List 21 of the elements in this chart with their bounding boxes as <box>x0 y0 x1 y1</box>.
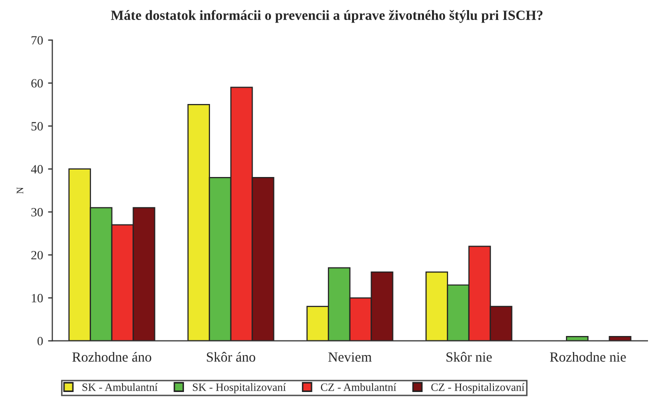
legend-label: SK - Hospitalizovaní <box>192 383 286 394</box>
y-tick-label: 20 <box>31 250 43 260</box>
y-axis-title: N <box>16 187 24 194</box>
y-tick-label: 10 <box>32 294 43 302</box>
x-tick-label: Rozhodne nie <box>550 352 626 362</box>
bar <box>608 336 632 341</box>
y-tick-label: 40 <box>31 165 43 174</box>
y-tick-label: 0 <box>38 336 43 346</box>
y-tick-label: 50 <box>32 122 43 130</box>
chart-title: Máte dostatok informácii o prevencii a úprave životného štýlu pri ISCH? <box>110 10 542 23</box>
legend-label: CZ - Hospitalizovaní <box>431 383 524 394</box>
legend-label: CZ - Ambulantní <box>320 383 396 391</box>
y-tick-label: 30 <box>31 208 43 216</box>
x-tick-label: Skôr nie <box>446 352 492 362</box>
y-tick-label: 70 <box>32 36 43 45</box>
x-tick-label: Skôr áno <box>206 352 256 362</box>
bar <box>566 336 588 341</box>
x-tick-label: Rozhodne áno <box>72 352 152 362</box>
x-tick-label: Neviem <box>328 352 372 362</box>
legend-label: SK - Ambulantní <box>82 383 158 391</box>
y-tick-label: 60 <box>31 79 43 88</box>
